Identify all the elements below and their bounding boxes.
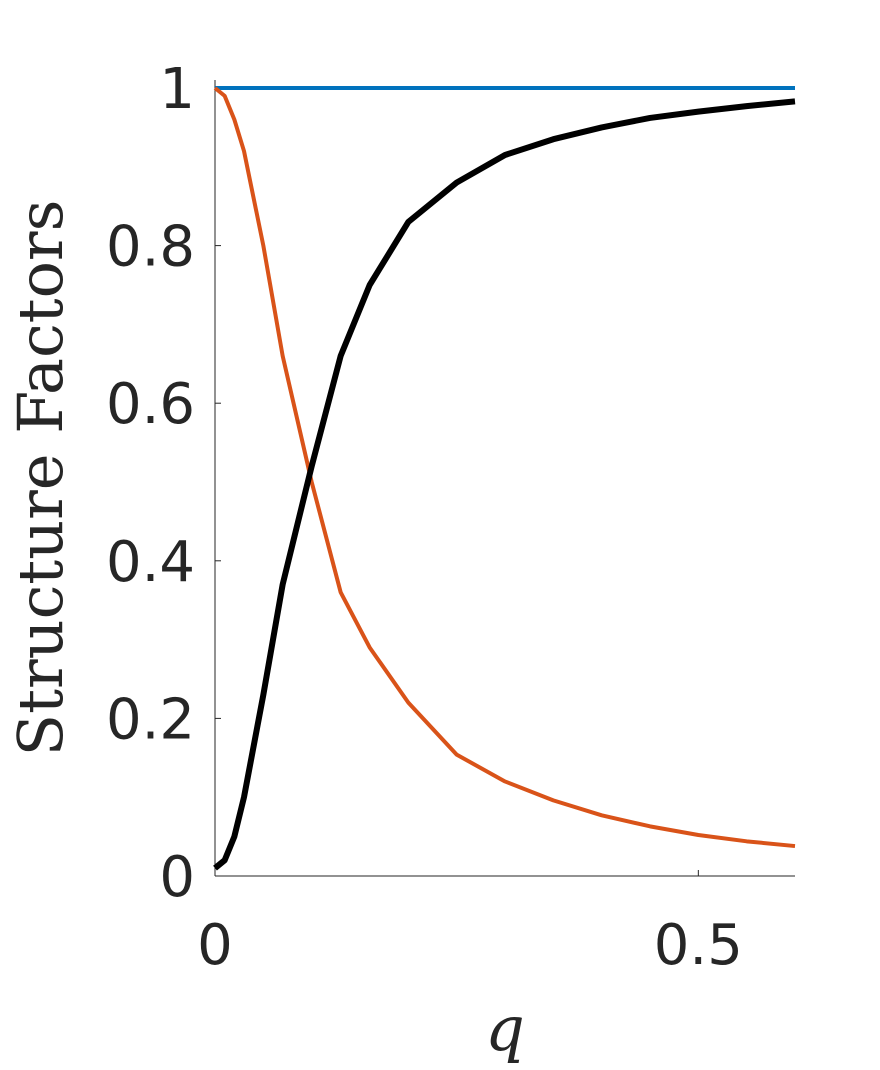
y-tick-label: 0.2 [106, 687, 195, 752]
series-line [213, 86, 796, 849]
y-tick-label: 0 [159, 845, 195, 910]
y-tick-label: 0.8 [106, 215, 195, 280]
y-axis-label: Structure Factors [4, 200, 77, 757]
x-axis-label: q [485, 992, 525, 1065]
series-line [213, 98, 796, 871]
y-tick-label: 0.6 [106, 372, 195, 437]
y-tick-label: 1 [159, 57, 195, 122]
x-tick-label: 0.5 [654, 913, 743, 978]
x-tick-label: 0 [197, 913, 233, 978]
y-tick-label: 0.4 [106, 530, 195, 595]
